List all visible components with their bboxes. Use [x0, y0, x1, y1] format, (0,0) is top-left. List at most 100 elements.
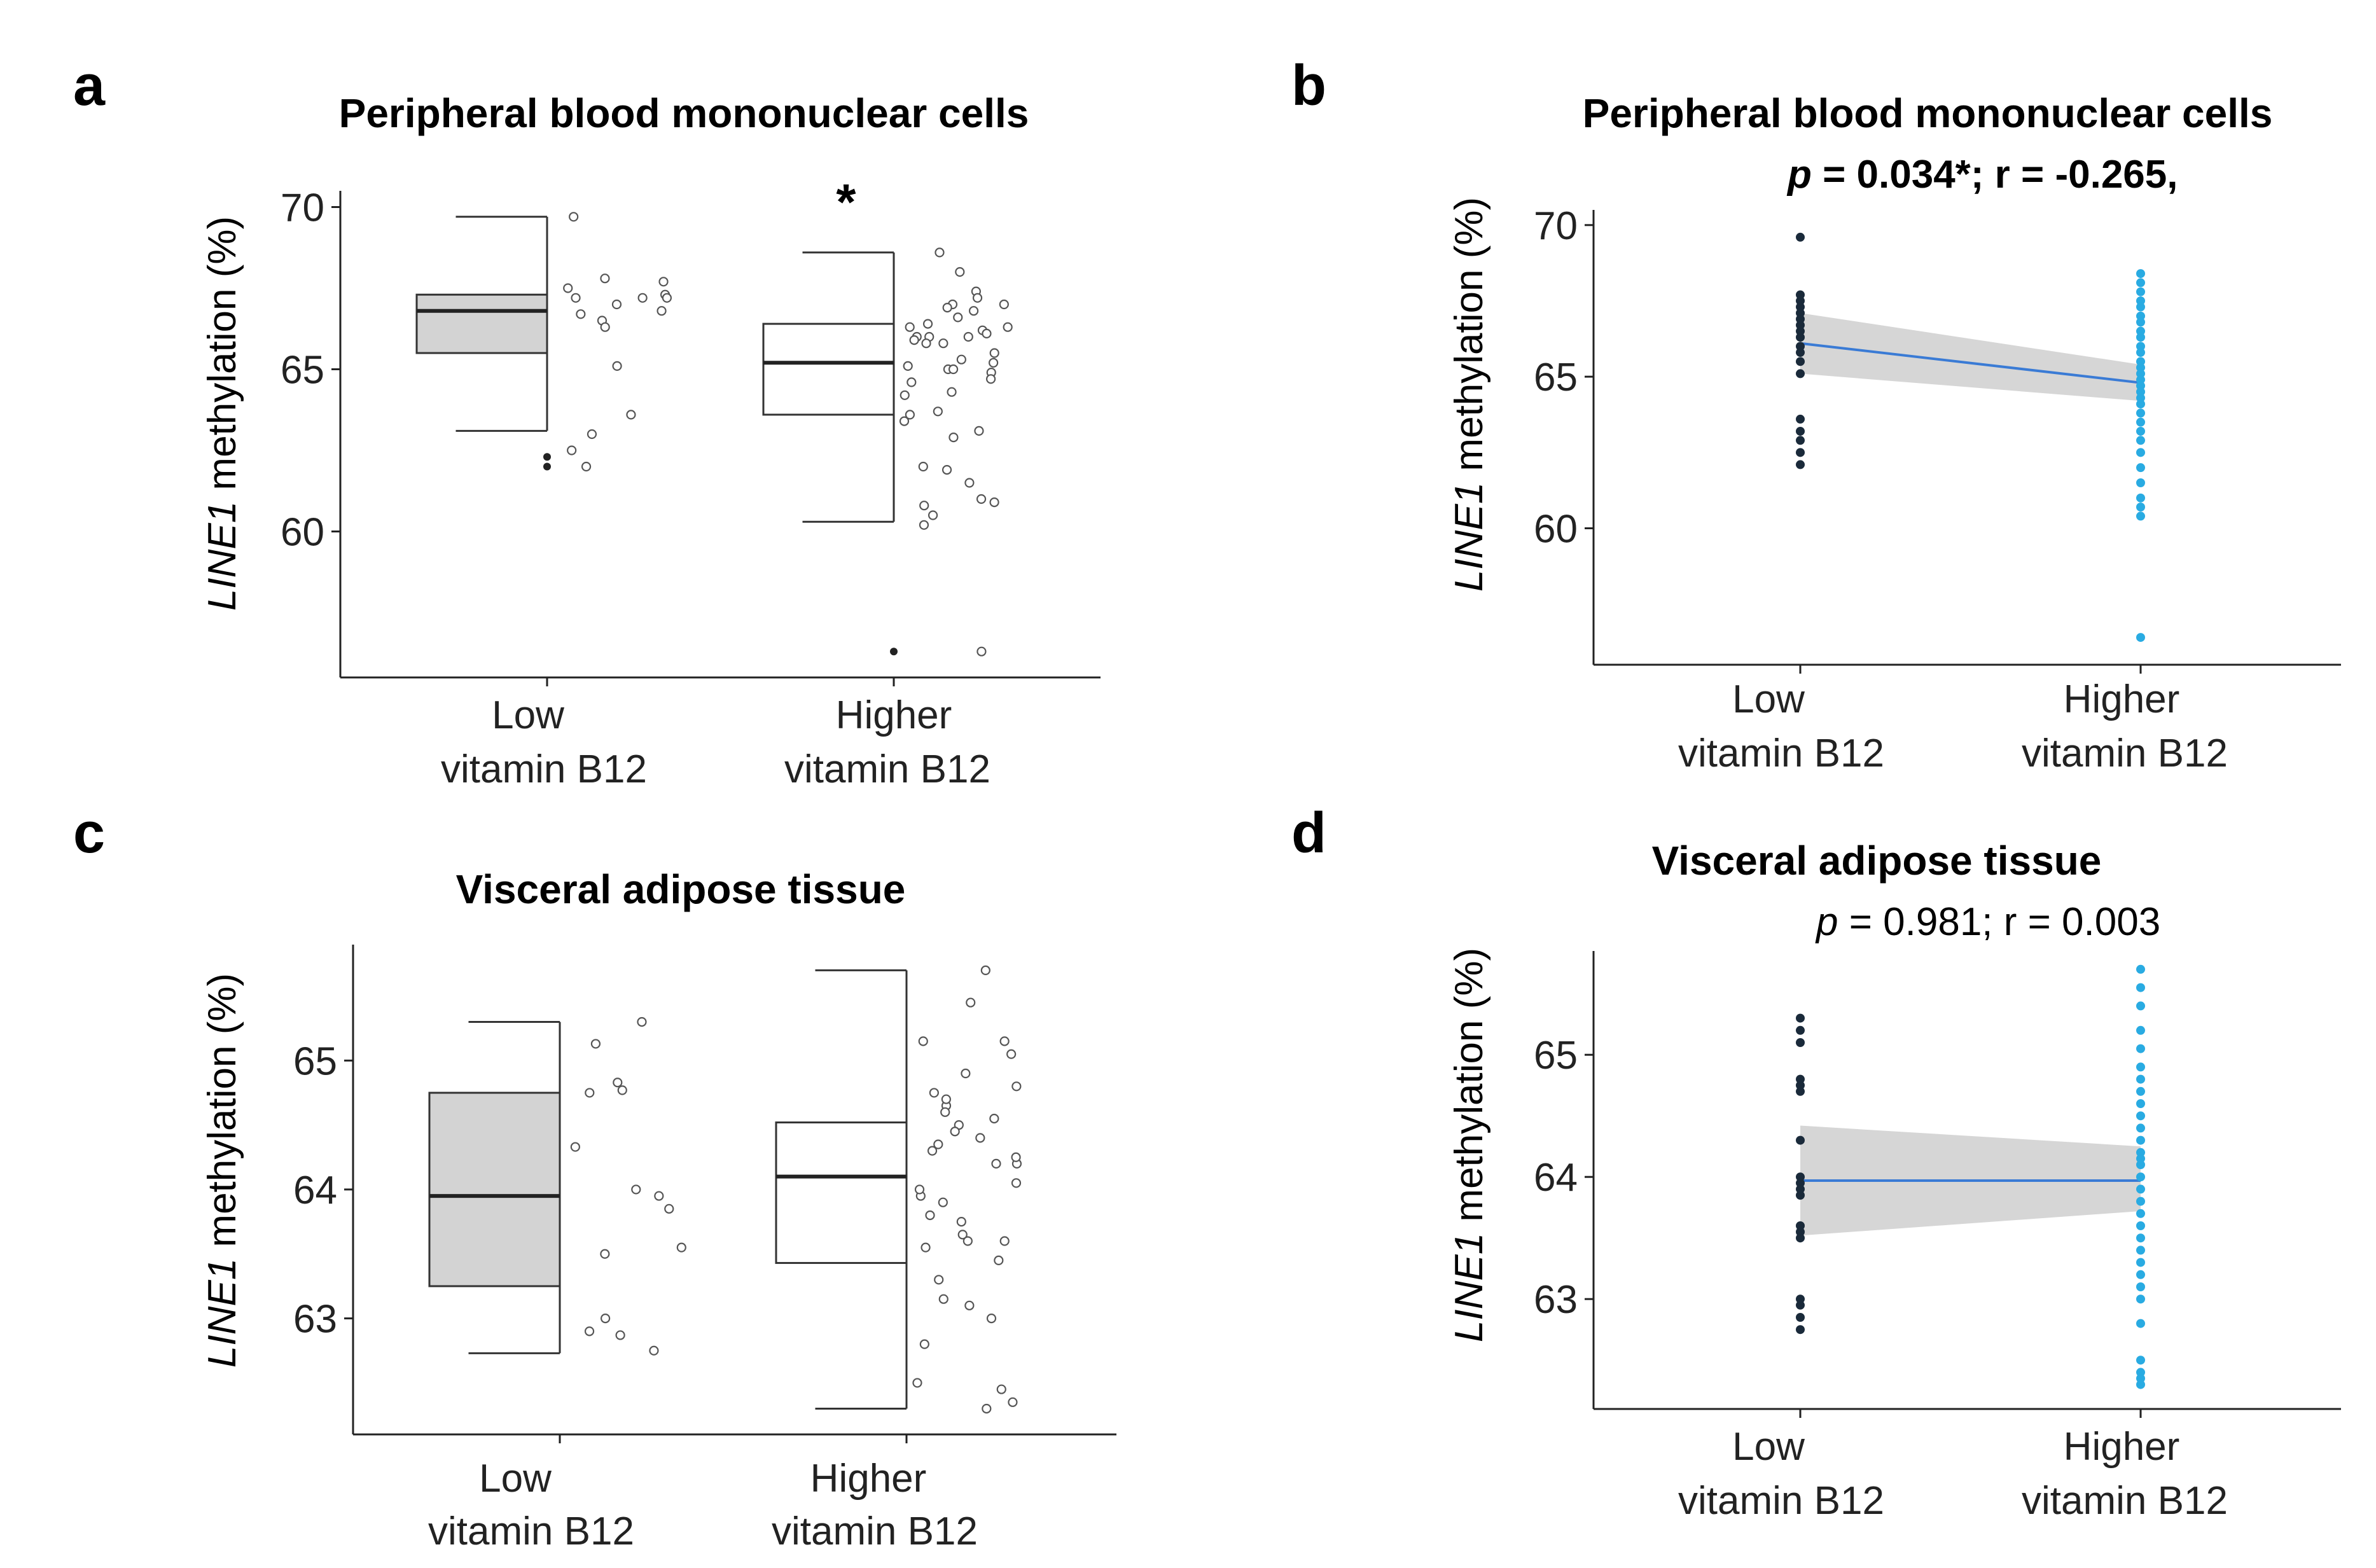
panel-c-xtick-low-line1: Low — [479, 1457, 552, 1501]
panel-c-data-point — [957, 1230, 968, 1240]
panel-a-data-point — [921, 338, 931, 349]
panel-a-data-point — [963, 331, 973, 342]
panel-c-data-point — [600, 1249, 610, 1259]
panel-c-data-point — [649, 1345, 659, 1356]
panel-d-point-higher — [2136, 1209, 2145, 1218]
panel-d-ytick-label: 63 — [1534, 1278, 1578, 1322]
panel-c-ytick-label: 64 — [293, 1169, 337, 1212]
panel-c-box-1 — [775, 1121, 908, 1264]
panel-a-data-point — [626, 410, 636, 420]
panel-b-point-higher — [2136, 633, 2145, 642]
panel-d-point-low — [1796, 1233, 1805, 1243]
panel-a-ytick-label: 70 — [281, 186, 324, 230]
panel-d-point-higher — [2136, 1099, 2145, 1108]
panel-b-point-higher — [2136, 448, 2145, 457]
panel-a-data-point — [955, 267, 965, 277]
panel-d-point-higher — [2136, 1111, 2145, 1121]
panel-a-data-point — [657, 306, 667, 316]
panel-b-point-higher — [2136, 278, 2145, 288]
panel-c-data-point — [996, 1384, 1006, 1394]
panel-a-data-point — [1003, 322, 1013, 332]
panel-d-point-higher — [2136, 1245, 2145, 1255]
panel-d-point-low — [1796, 1038, 1805, 1047]
panel-a: a Peripheral blood mononuclear cells LIN… — [73, 54, 1101, 791]
panel-c-data-point — [590, 1039, 601, 1049]
panel-a-data-point — [942, 303, 952, 313]
panel-a-data-point — [587, 429, 597, 440]
panel-d-point-low — [1796, 1135, 1805, 1145]
panel-c-data-point — [938, 1197, 948, 1207]
panel-a-data-point — [964, 478, 975, 488]
panel-d-point-higher — [2136, 1221, 2145, 1230]
panel-c-data-point — [991, 1158, 1001, 1169]
panel-a-data-point — [968, 306, 979, 316]
panel-b-point-higher — [2136, 302, 2145, 312]
panel-a-data-point — [941, 464, 952, 475]
panel-a-data-point — [909, 335, 919, 345]
panel-d-ylabel: LINE1 methylation (%) — [1447, 948, 1491, 1342]
panel-a-data-point — [982, 328, 992, 339]
panel-c-data-point — [938, 1294, 948, 1304]
panel-c-data-point — [925, 1210, 935, 1221]
panel-a-data-point — [918, 461, 928, 472]
panel-b-confidence-band — [1800, 313, 2141, 401]
panel-a-data-point — [933, 406, 943, 417]
panel-a-data-point — [576, 309, 586, 319]
panel-b-ytick-label: 60 — [1534, 508, 1578, 552]
panel-a-data-point — [569, 212, 579, 222]
panel-d-point-higher — [2136, 1154, 2145, 1163]
panel-a-data-point — [567, 445, 577, 455]
panel-c-data-point — [1011, 1081, 1022, 1092]
panel-d-point-higher — [2136, 1001, 2145, 1011]
panel-b-point-higher — [2136, 333, 2145, 342]
panel-c-data-point — [964, 1300, 975, 1310]
panel-c-data-point — [999, 1236, 1010, 1246]
panel-c-data-point — [654, 1191, 664, 1201]
panel-d-point-higher — [2136, 1184, 2145, 1194]
panel-a-data-point — [974, 426, 984, 436]
panel-c-data-point — [613, 1078, 623, 1088]
panel-a-outlier — [543, 453, 551, 461]
panel-c-data-point — [914, 1184, 925, 1195]
panel-d-point-higher — [2136, 1062, 2145, 1072]
panel-d-point-low — [1796, 1086, 1805, 1096]
panel-c-data-point — [1008, 1397, 1018, 1407]
panel-d-title: Visceral adipose tissue — [1652, 838, 2102, 884]
panel-b-point-higher — [2136, 287, 2145, 296]
panel-c-data-point — [927, 1146, 938, 1156]
panel-d-point-higher — [2136, 1044, 2145, 1053]
panel-a-data-point — [658, 277, 669, 287]
panel-c-data-point — [601, 1314, 611, 1324]
panel-a-data-point — [571, 293, 581, 303]
panel-d-point-low — [1796, 1227, 1805, 1237]
panel-d-point-higher — [2136, 1319, 2145, 1328]
panel-c-data-point — [980, 965, 990, 976]
panel-b-regression-line — [1800, 342, 2141, 384]
panel-d-point-low — [1796, 1178, 1805, 1188]
panel-a-data-point — [947, 387, 957, 397]
panel-a-data-point — [899, 416, 910, 426]
panel-a-data-point — [976, 494, 987, 504]
panel-d-xtick-higher-line1: Higher — [2064, 1425, 2180, 1469]
panel-d-point-low — [1796, 1013, 1805, 1023]
panel-b-point-higher — [2136, 478, 2145, 487]
panel-a-data-point — [934, 247, 945, 258]
panel-b-xtick-higher-line2: vitamin B12 — [2022, 732, 2228, 775]
panel-c-data-point — [631, 1184, 641, 1195]
panel-c-data-point — [1011, 1178, 1022, 1188]
panel-b-point-low — [1796, 333, 1805, 342]
panel-a-data-point — [662, 293, 672, 303]
panel-a-data-point — [985, 374, 996, 384]
panel-b-point-higher — [2136, 417, 2145, 427]
panel-d-point-low — [1796, 1025, 1805, 1035]
panel-c-data-point — [1006, 1049, 1017, 1059]
panel-c-data-point — [921, 1242, 931, 1252]
panel-a-data-point — [953, 312, 963, 323]
panel-a-outlier — [543, 462, 551, 471]
panel-a-data-point — [907, 377, 917, 387]
panel-c-data-point — [585, 1088, 595, 1098]
panel-c-data-point — [912, 1378, 922, 1388]
panel-a-xtick-low-line1: Low — [492, 693, 564, 737]
panel-b-point-higher — [2136, 436, 2145, 445]
panel-a-data-point — [989, 357, 999, 368]
